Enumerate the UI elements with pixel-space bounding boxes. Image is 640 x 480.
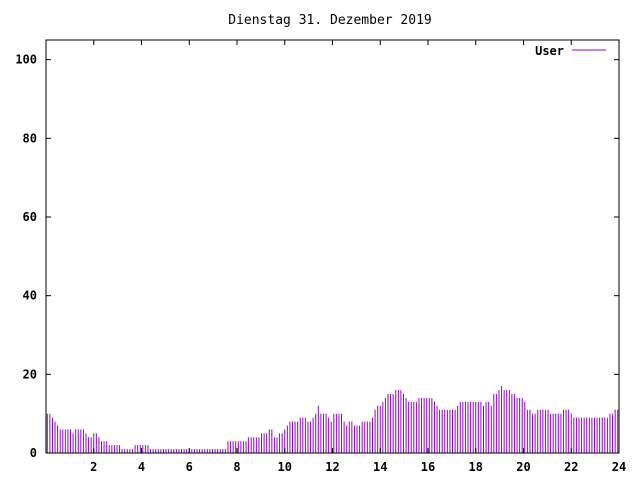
x-tick-label: 20 [516,460,530,474]
y-tick-label: 60 [23,210,37,224]
y-tick-label: 0 [30,446,37,460]
x-tick-label: 22 [564,460,578,474]
x-tick-label: 4 [138,460,145,474]
x-tick-label: 8 [233,460,240,474]
legend: User [535,44,606,58]
axis-ticks [46,40,620,454]
y-tick-label: 80 [23,131,37,145]
x-tick-label: 16 [421,460,435,474]
y-tick-label: 40 [23,289,37,303]
plot-frame [45,39,620,454]
y-tick-label: 100 [15,53,37,67]
legend-label: User [535,44,564,58]
x-tick-label: 12 [325,460,339,474]
x-tick-label: 24 [612,460,626,474]
bars [46,386,619,453]
x-tick-label: 6 [186,460,193,474]
x-tick-label: 10 [278,460,292,474]
x-tick-label: 2 [90,460,97,474]
x-tick-label: 14 [373,460,387,474]
y-tick-label: 20 [23,367,37,381]
x-tick-label: 18 [469,460,483,474]
chart-title: Dienstag 31. Dezember 2019 [228,13,432,28]
